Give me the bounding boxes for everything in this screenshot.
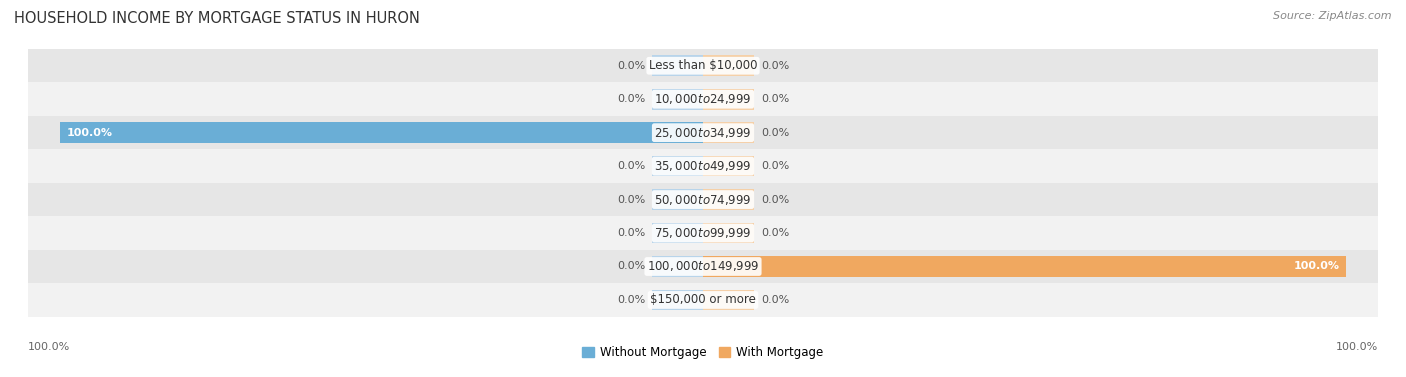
Bar <box>28 49 1378 83</box>
Text: 100.0%: 100.0% <box>1336 342 1378 352</box>
Bar <box>703 189 755 210</box>
Text: Source: ZipAtlas.com: Source: ZipAtlas.com <box>1274 11 1392 21</box>
Bar <box>28 149 1378 183</box>
Text: 0.0%: 0.0% <box>617 161 645 171</box>
Text: 0.0%: 0.0% <box>617 295 645 305</box>
Text: $10,000 to $24,999: $10,000 to $24,999 <box>654 92 752 106</box>
Text: 0.0%: 0.0% <box>761 195 789 205</box>
Text: $100,000 to $149,999: $100,000 to $149,999 <box>647 259 759 273</box>
Bar <box>703 55 755 76</box>
Bar <box>28 183 1378 216</box>
Text: 0.0%: 0.0% <box>761 228 789 238</box>
Bar <box>703 156 755 176</box>
Bar <box>703 89 755 110</box>
Text: $35,000 to $49,999: $35,000 to $49,999 <box>654 159 752 173</box>
Text: HOUSEHOLD INCOME BY MORTGAGE STATUS IN HURON: HOUSEHOLD INCOME BY MORTGAGE STATUS IN H… <box>14 11 420 26</box>
Bar <box>703 290 755 310</box>
Text: 0.0%: 0.0% <box>617 228 645 238</box>
Bar <box>651 55 703 76</box>
Text: $75,000 to $99,999: $75,000 to $99,999 <box>654 226 752 240</box>
Text: 0.0%: 0.0% <box>761 295 789 305</box>
Bar <box>703 223 755 244</box>
Bar <box>651 256 703 277</box>
Text: 100.0%: 100.0% <box>66 128 112 138</box>
Bar <box>28 83 1378 116</box>
Bar <box>703 122 755 143</box>
Text: $50,000 to $74,999: $50,000 to $74,999 <box>654 193 752 207</box>
Text: 0.0%: 0.0% <box>617 61 645 71</box>
Text: 0.0%: 0.0% <box>761 61 789 71</box>
Text: 100.0%: 100.0% <box>1294 262 1340 271</box>
Text: $150,000 or more: $150,000 or more <box>650 293 756 307</box>
Bar <box>28 250 1378 283</box>
Bar <box>703 256 1346 277</box>
Bar <box>651 156 703 176</box>
Text: 0.0%: 0.0% <box>761 128 789 138</box>
Text: 0.0%: 0.0% <box>617 262 645 271</box>
Text: 0.0%: 0.0% <box>761 94 789 104</box>
Text: 100.0%: 100.0% <box>28 342 70 352</box>
Text: 0.0%: 0.0% <box>617 94 645 104</box>
Text: Less than $10,000: Less than $10,000 <box>648 59 758 72</box>
Bar <box>651 89 703 110</box>
Text: 0.0%: 0.0% <box>617 195 645 205</box>
Bar <box>651 223 703 244</box>
Bar <box>651 290 703 310</box>
Text: 0.0%: 0.0% <box>761 161 789 171</box>
Text: $25,000 to $34,999: $25,000 to $34,999 <box>654 126 752 139</box>
Bar <box>60 122 703 143</box>
Legend: Without Mortgage, With Mortgage: Without Mortgage, With Mortgage <box>582 346 824 359</box>
Bar <box>28 283 1378 317</box>
Bar <box>651 189 703 210</box>
Bar <box>28 216 1378 250</box>
Bar <box>28 116 1378 149</box>
